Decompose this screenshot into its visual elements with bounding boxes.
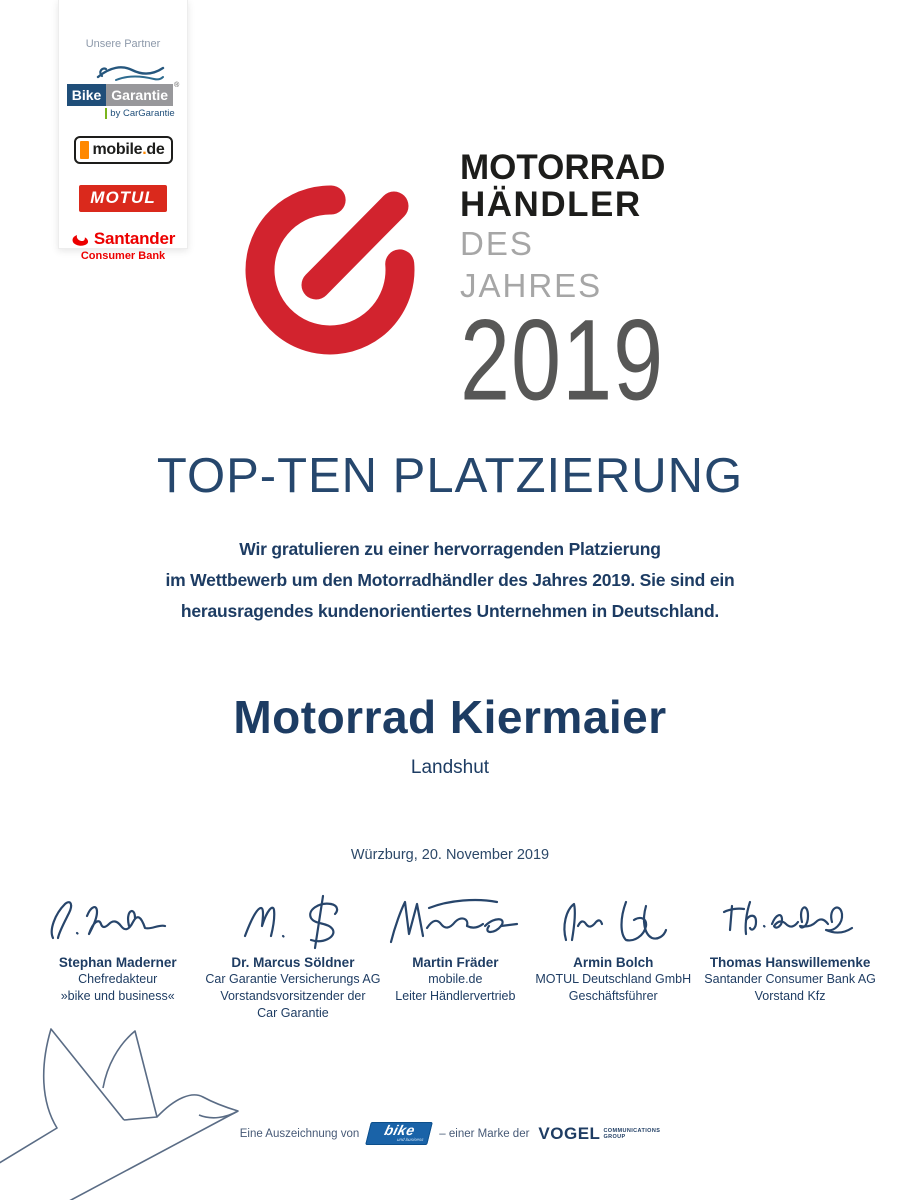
santander-logo: Santander Consumer Bank: [71, 229, 175, 262]
award-line3: DES JAHRES: [460, 225, 603, 304]
green-tick-icon: [105, 108, 108, 119]
vogel-wordmark: VOGEL: [538, 1123, 601, 1143]
bike-garantie-motorcycle-icon: [96, 66, 165, 81]
congratulation-line3: herausragendes kundenorientiertes Untern…: [180, 601, 720, 621]
signature-marcus-soeldner-icon: [233, 888, 353, 952]
signature-martin-fraeder-icon: [385, 888, 525, 952]
signature-armin-bolch-icon: [548, 888, 678, 952]
signatory-marcus-soeldner: Dr. Marcus Söldner Car Garantie Versiche…: [205, 888, 380, 1022]
bike-garantie-logo: Bike Garantie ® by CarGarantie: [66, 63, 180, 119]
recipient-city: Landshut: [410, 757, 490, 778]
santander-subline: Consumer Bank: [80, 250, 166, 262]
signatory-armin-bolch: Armin Bolch MOTUL Deutschland GmbH Gesch…: [530, 888, 696, 1005]
signatory-thomas-hanswillemenke: Thomas Hanswillemenke Santander Consumer…: [696, 888, 884, 1005]
bike-und-business-logo: bike und business: [365, 1122, 434, 1145]
dove-outline-icon: [0, 1022, 246, 1200]
award-wordmark: MOTORRAD HÄNDLER DES JAHRES 2019: [460, 148, 675, 419]
signatory-stephan-maderner: Stephan Maderner Chefredakteur »bike und…: [30, 888, 205, 1005]
partners-title: Unsere Partner: [85, 38, 161, 50]
bike-garantie-word1: Bike: [66, 84, 107, 106]
bike-garantie-wordmark: Bike Garantie ®: [66, 82, 180, 106]
congratulation-text: Wir gratulieren zu einer hervorragenden …: [0, 534, 900, 627]
award-power-symbol-icon: [236, 166, 434, 369]
partner-box: Unsere Partner Bike Garantie ® by CarGar…: [58, 0, 188, 262]
santander-flame-icon: [72, 234, 88, 246]
footer-infix: – einer Marke der: [439, 1127, 530, 1140]
signature-row: Stephan Maderner Chefredakteur »bike und…: [30, 888, 884, 1022]
footer-prefix: Eine Auszeichnung von: [239, 1127, 360, 1140]
congratulation-line1: Wir gratulieren zu einer hervorragenden …: [239, 539, 661, 559]
signature-thomas-hanswillemenke-icon: [718, 888, 863, 952]
mobile-de-logo: mobile.de: [73, 136, 173, 164]
congratulation-line2: im Wettbewerb um den Motorradhändler des…: [165, 570, 735, 590]
vogel-sub-wordmark: COMMUNICATIONS GROUP: [603, 1127, 661, 1140]
vogel-logo: VOGEL COMMUNICATIONS GROUP: [538, 1124, 660, 1144]
footer: Eine Auszeichnung von bike und business …: [0, 1122, 900, 1145]
registered-mark: ®: [174, 82, 180, 89]
recipient-name: Motorrad Kiermaier: [233, 691, 667, 743]
signatory-martin-fraeder: Martin Fräder mobile.de Leiter Händlerve…: [380, 888, 530, 1005]
headline: TOP-TEN PLATZIERUNG: [156, 449, 744, 503]
santander-wordmark: Santander: [93, 229, 176, 248]
signature-stephan-maderner-icon: [43, 888, 193, 952]
award-line1: MOTORRAD: [460, 148, 666, 187]
award-year: 2019: [460, 297, 665, 426]
bike-garantie-word2: Garantie: [106, 84, 174, 106]
mobile-de-orange-block-icon: [79, 141, 89, 159]
motul-logo: MOTUL: [79, 185, 167, 212]
dateline: Würzburg, 20. November 2019: [350, 847, 550, 863]
mobile-de-wordmark: mobile.de: [92, 141, 165, 158]
bike-garantie-byline: by CarGarantie: [105, 108, 175, 119]
award-line2: HÄNDLER: [460, 185, 642, 224]
